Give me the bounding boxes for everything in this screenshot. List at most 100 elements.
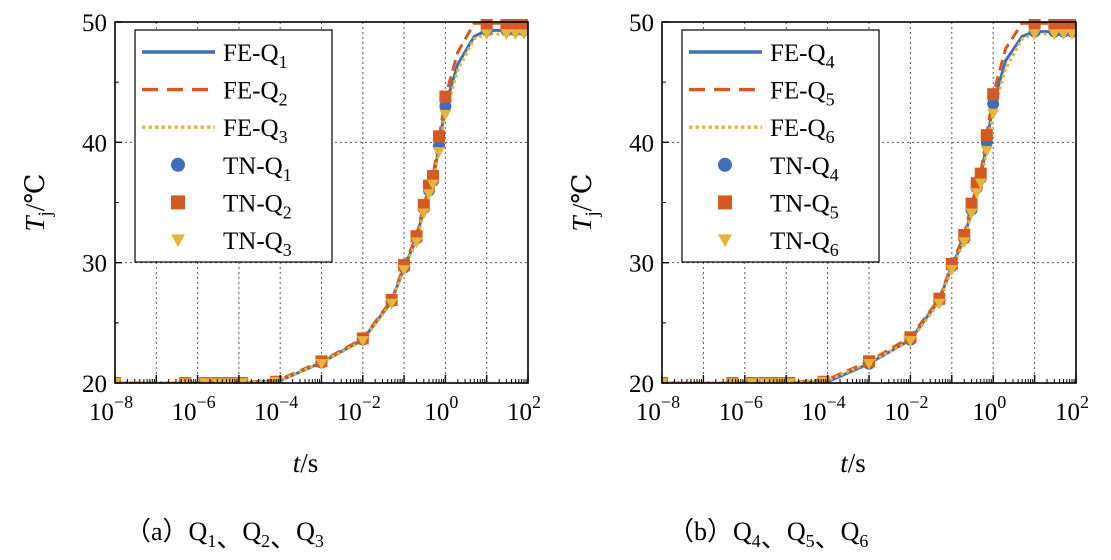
data-point	[422, 189, 435, 201]
x-tick-exponent: −8	[661, 392, 680, 412]
data-point	[500, 19, 513, 30]
data-point	[356, 336, 369, 347]
caption-item-subscript: 6	[859, 531, 868, 551]
x-tick-base: 10	[636, 399, 661, 426]
legend-label-subscript: 5	[826, 90, 835, 110]
data-point	[1065, 19, 1076, 30]
panel-caption: （a）Q1、Q2、Q3	[125, 517, 324, 553]
legend-label: TN-Q1	[223, 153, 292, 185]
legend-marker-swatch	[718, 234, 732, 247]
x-tick-label: 10−4	[802, 392, 846, 426]
legend-label: FE-Q1	[223, 40, 288, 72]
data-point	[439, 90, 452, 103]
caption-item: Q	[841, 517, 860, 546]
data-point	[198, 378, 211, 383]
data-point	[417, 198, 430, 211]
legend-item: FE-Q3	[142, 115, 288, 147]
data-point	[517, 19, 528, 30]
series-line-fe-q3	[115, 32, 528, 383]
data-point	[426, 170, 439, 183]
legend-item: FE-Q6	[689, 115, 835, 147]
legend-label-base: FE-Q	[770, 40, 826, 67]
x-tick-label: 10−2	[884, 392, 928, 426]
y-axis-label-unit: /℃	[567, 173, 597, 211]
data-point	[398, 265, 411, 276]
x-tick-exponent: −2	[909, 392, 928, 412]
legend-marker-swatch	[171, 195, 185, 210]
x-tick-base: 10	[884, 399, 909, 426]
data-point	[1057, 19, 1070, 30]
data-point	[500, 29, 513, 41]
legend-label-base: FE-Q	[223, 115, 279, 142]
data-point	[904, 336, 917, 347]
data-point	[933, 298, 946, 310]
caption-item-subscript: 3	[315, 531, 324, 551]
caption-item: Q	[733, 517, 752, 546]
caption-item: Q	[296, 517, 315, 546]
y-tick-label: 30	[82, 251, 107, 278]
y-tick-label: 50	[629, 10, 654, 37]
data-point	[662, 378, 668, 383]
x-tick-label: 10−2	[337, 392, 381, 426]
x-tick-exponent: 0	[449, 392, 458, 412]
data-point	[439, 109, 452, 121]
x-tick-base: 10	[972, 399, 997, 426]
legend-label-base: TN-Q	[223, 153, 283, 180]
data-point	[974, 178, 987, 190]
caption-prefix: （b）	[668, 517, 733, 546]
x-tick-label: 10−6	[172, 392, 216, 426]
data-point	[965, 197, 978, 210]
x-tick-base: 10	[254, 399, 279, 426]
data-point	[417, 208, 430, 220]
legend-label: FE-Q4	[770, 40, 835, 72]
data-point	[863, 358, 875, 370]
x-tick-base: 10	[337, 399, 362, 426]
x-tick-exponent: −6	[744, 392, 763, 412]
legend-label: FE-Q2	[223, 78, 288, 110]
legend-item: TN-Q4	[718, 153, 839, 185]
x-tick-base: 10	[172, 399, 197, 426]
legend-item: FE-Q2	[142, 78, 288, 110]
caption-item-subscript: 1	[207, 531, 216, 551]
y-tick-label: 50	[82, 10, 107, 37]
data-point	[980, 129, 993, 142]
data-point	[426, 179, 439, 191]
data-point	[115, 378, 121, 383]
legend-label-subscript: 5	[830, 202, 839, 222]
legend-label-base: FE-Q	[770, 78, 826, 105]
legend-label: TN-Q2	[223, 190, 292, 222]
data-point	[509, 19, 522, 30]
data-point	[970, 188, 983, 199]
caption-separator: 、	[761, 524, 787, 553]
legend-label-base: TN-Q	[770, 153, 830, 180]
x-tick-label: 10−8	[636, 392, 680, 426]
legend-label-subscript: 6	[826, 127, 835, 147]
x-tick-base: 10	[1055, 399, 1080, 426]
x-axis-label: t/s	[840, 448, 866, 478]
data-point	[1028, 29, 1041, 41]
legend-label: FE-Q3	[223, 115, 288, 147]
x-axis-label-unit: /s	[300, 448, 318, 478]
data-point	[315, 358, 328, 370]
x-tick-label: 10−4	[254, 392, 298, 426]
x-axis-label-symbol: t	[840, 448, 849, 478]
data-point	[433, 130, 446, 143]
x-tick-exponent: −6	[197, 392, 216, 412]
caption-item: Q	[787, 517, 806, 546]
legend-marker-swatch	[718, 157, 732, 172]
legend-label-base: TN-Q	[223, 228, 283, 255]
x-axis-label-symbol: t	[293, 448, 302, 478]
caption-item-subscript: 2	[261, 531, 270, 551]
caption-prefix: （a）	[125, 517, 189, 546]
data-point	[509, 29, 522, 41]
x-tick-exponent: 2	[1080, 392, 1089, 412]
x-tick-exponent: −8	[114, 392, 133, 412]
data-point	[1048, 19, 1061, 30]
y-axis-label-subscript: j	[35, 211, 56, 217]
x-tick-base: 10	[719, 399, 744, 426]
legend-box	[134, 29, 333, 263]
legend-item: TN-Q3	[171, 228, 292, 260]
